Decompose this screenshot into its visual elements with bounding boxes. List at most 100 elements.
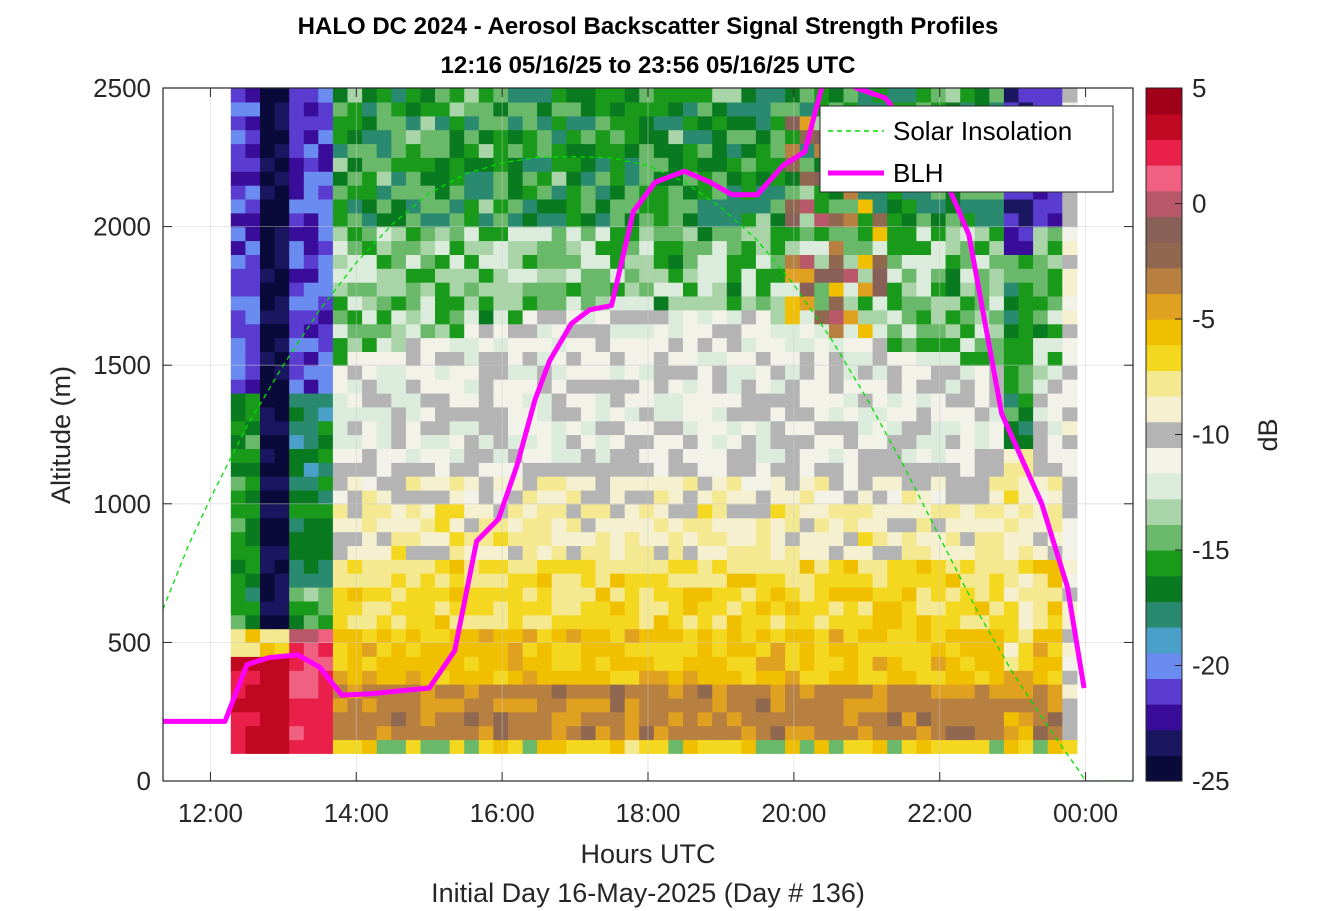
heatmap-cell xyxy=(974,559,990,574)
heatmap-cell xyxy=(799,725,815,741)
heatmap-cell xyxy=(391,171,407,186)
heatmap-cell xyxy=(814,226,830,242)
heatmap-cell xyxy=(230,171,246,186)
heatmap-cell xyxy=(770,725,786,741)
heatmap-cell xyxy=(683,268,699,283)
heatmap-cell xyxy=(945,628,961,643)
y-tick-label: 500 xyxy=(108,627,151,657)
heatmap-cell xyxy=(580,434,597,449)
series-line-solar-insolation xyxy=(163,156,1133,781)
heatmap-cell xyxy=(974,628,990,643)
heatmap-cell xyxy=(624,587,640,602)
heatmap-cell xyxy=(580,379,597,394)
heatmap-cell xyxy=(887,88,903,103)
heatmap-cell xyxy=(799,517,815,533)
heatmap-cell xyxy=(595,240,611,255)
heatmap-cell xyxy=(595,739,611,754)
heatmap-cell xyxy=(843,448,859,463)
heatmap-cell xyxy=(697,517,713,533)
heatmap-cell xyxy=(755,531,772,546)
heatmap-cell xyxy=(551,309,567,325)
heatmap-cell xyxy=(566,101,582,117)
heatmap-cell xyxy=(1047,656,1063,671)
heatmap-cell xyxy=(726,295,742,311)
heatmap-cell xyxy=(974,697,990,713)
heatmap-cell xyxy=(376,587,392,602)
heatmap-cell xyxy=(464,462,480,477)
heatmap-cell xyxy=(245,157,261,172)
heatmap-cell xyxy=(989,656,1005,671)
heatmap-cell xyxy=(1033,406,1049,422)
heatmap-cell xyxy=(274,587,290,602)
heatmap-cell xyxy=(887,531,903,546)
heatmap-cell xyxy=(712,379,728,394)
heatmap-cell xyxy=(376,323,392,339)
heatmap-cell xyxy=(537,101,553,117)
heatmap-cell xyxy=(624,684,640,699)
heatmap-cell xyxy=(420,185,436,200)
heatmap-cell xyxy=(872,600,888,616)
heatmap-cell xyxy=(537,614,553,630)
heatmap-cell xyxy=(755,198,772,214)
heatmap-cell xyxy=(508,600,524,616)
heatmap-cell xyxy=(653,129,669,145)
heatmap-cell xyxy=(318,129,334,145)
heatmap-cell xyxy=(464,101,480,117)
heatmap-cell xyxy=(347,531,363,546)
heatmap-cell xyxy=(435,642,451,657)
heatmap-cell xyxy=(245,573,261,588)
heatmap-cell xyxy=(289,614,305,630)
heatmap-cell xyxy=(960,670,976,685)
heatmap-cell xyxy=(770,559,786,574)
heatmap-cell xyxy=(1047,462,1063,477)
heatmap-cell xyxy=(580,129,597,145)
heatmap-cell xyxy=(405,171,422,186)
heatmap-cell xyxy=(916,88,932,103)
heatmap-cell xyxy=(901,462,917,477)
heatmap-cell xyxy=(289,157,305,172)
heatmap-cell xyxy=(391,489,407,505)
heatmap-cell xyxy=(1062,268,1078,283)
heatmap-cell xyxy=(785,365,801,380)
heatmap-cell xyxy=(449,711,465,727)
heatmap-cell xyxy=(1018,670,1034,685)
heatmap-cell xyxy=(770,628,786,643)
heatmap-cell xyxy=(260,531,276,546)
heatmap-cell xyxy=(989,420,1005,436)
heatmap-cell xyxy=(551,573,567,588)
heatmap-cell xyxy=(508,88,524,103)
heatmap-cell xyxy=(712,406,728,422)
heatmap-cell xyxy=(712,101,728,117)
heatmap-cell xyxy=(785,198,801,214)
heatmap-cell xyxy=(887,517,903,533)
heatmap-cell xyxy=(230,185,246,200)
heatmap-cell xyxy=(799,559,815,574)
heatmap-cell xyxy=(508,628,524,643)
heatmap-cell xyxy=(405,642,422,657)
heatmap-cell xyxy=(508,282,524,297)
heatmap-cell xyxy=(931,545,947,560)
heatmap-cell xyxy=(770,600,786,616)
heatmap-cell xyxy=(1018,351,1034,366)
heatmap-cell xyxy=(1062,545,1078,560)
heatmap-cell xyxy=(566,503,582,519)
heatmap-cell xyxy=(1062,420,1078,436)
heatmap-cell xyxy=(610,531,626,546)
heatmap-cell xyxy=(1047,88,1063,103)
heatmap-cell xyxy=(916,600,932,616)
heatmap-cell xyxy=(639,309,655,325)
heatmap-cell xyxy=(595,143,611,158)
heatmap-cell xyxy=(245,282,261,297)
heatmap-cell xyxy=(595,337,611,352)
heatmap-cell xyxy=(1033,600,1049,616)
heatmap-cell xyxy=(960,282,976,297)
heatmap-cell xyxy=(493,573,509,588)
heatmap-cell xyxy=(551,226,567,242)
heatmap-cell xyxy=(887,379,903,394)
heatmap-cell xyxy=(245,600,261,616)
heatmap-cell xyxy=(624,697,640,713)
heatmap-cell xyxy=(566,517,582,533)
heatmap-cell xyxy=(376,559,392,574)
heatmap-cell xyxy=(347,420,363,436)
heatmap-cell xyxy=(566,531,582,546)
